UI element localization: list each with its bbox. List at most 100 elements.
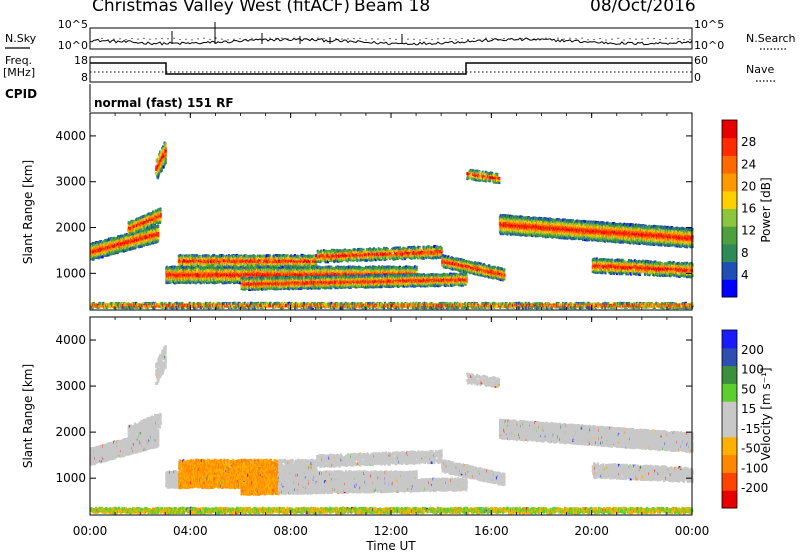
power-cell	[98, 245, 101, 249]
power-cell	[163, 163, 166, 167]
nsearch-point	[425, 37, 427, 40]
power-cell	[154, 222, 156, 226]
power-cell	[164, 154, 167, 158]
noise-panel-frame	[89, 27, 693, 50]
nsearch-label: N.Search	[746, 32, 796, 45]
power-cell	[164, 161, 167, 165]
station-title: Christmas Valley West (fitACF)	[92, 0, 350, 16]
nsearch-point	[605, 39, 607, 41]
nsearch-point	[395, 38, 397, 40]
power-cell	[138, 226, 141, 230]
power-cell	[148, 225, 151, 229]
nsearch-point	[449, 38, 451, 40]
nsearch-point	[503, 38, 505, 40]
nsearch-point	[455, 39, 457, 41]
nsearch-point	[317, 37, 319, 39]
nsearch-point	[365, 39, 367, 41]
nsearch-point	[287, 38, 289, 40]
nsearch-point	[671, 37, 673, 40]
nsearch-point	[677, 38, 679, 40]
nsearch-point	[209, 38, 211, 41]
power-cell	[158, 215, 161, 219]
nsearch-point	[215, 37, 217, 39]
power-cell	[209, 266, 212, 270]
nsearch-point	[509, 38, 511, 40]
nsearch-point	[161, 37, 163, 39]
power-cell	[160, 169, 163, 173]
nsearch-point	[323, 37, 325, 40]
nsearch-point	[599, 37, 601, 40]
power-cell	[159, 155, 161, 159]
nsearch-point	[527, 38, 529, 40]
nsearch-point	[467, 39, 469, 41]
nsearch-point	[389, 38, 391, 40]
nsearch-point	[125, 38, 127, 41]
nsearch-point	[167, 38, 169, 40]
nsearch-point	[443, 37, 445, 40]
power-cell	[131, 223, 133, 227]
noise-tick-left-top: 10^5	[58, 18, 88, 31]
cpid-value: normal (fast) 151 RF	[94, 96, 234, 110]
nsearch-point	[635, 38, 637, 40]
power-cell	[157, 175, 160, 179]
power-cell	[191, 274, 194, 278]
nsearch-point	[299, 38, 301, 40]
beam-title: Beam 18	[354, 0, 430, 16]
power-cell	[157, 225, 160, 228]
nsearch-point	[569, 37, 571, 39]
nsearch-point	[227, 39, 229, 41]
nsearch-point	[623, 39, 625, 41]
power-heatmap	[90, 141, 694, 310]
nsearch-point	[263, 38, 265, 40]
nsky-trace	[89, 37, 693, 46]
power-cell	[154, 220, 156, 224]
power-cell	[161, 145, 164, 149]
power-cell	[132, 223, 135, 227]
power-cell	[128, 229, 130, 233]
power-cell	[212, 278, 215, 282]
nsky-label: N.Sky	[5, 32, 37, 45]
nsearch-point	[665, 37, 667, 39]
power-cell	[157, 233, 160, 237]
power-cell	[194, 281, 197, 285]
noise-tick-left-bottom: 10^0	[58, 39, 88, 52]
power-cell	[150, 223, 153, 227]
nsearch-point	[185, 38, 187, 40]
power-cell	[152, 221, 155, 224]
power-cell	[129, 229, 132, 233]
nsearch-point	[587, 39, 589, 41]
nsearch-point	[383, 39, 385, 41]
nsearch-point	[359, 37, 361, 39]
power-cell	[159, 208, 162, 212]
power-cell	[164, 157, 167, 161]
nsearch-point	[143, 37, 145, 39]
nsearch-point	[347, 38, 349, 40]
nsearch-point	[575, 38, 577, 40]
nsearch-point	[581, 37, 583, 39]
nsearch-point	[473, 37, 475, 39]
power-cell	[162, 165, 165, 169]
nsearch-point	[221, 38, 223, 40]
nsearch-point	[233, 38, 235, 40]
nsearch-point	[173, 37, 175, 39]
power-cell	[203, 280, 206, 284]
nsearch-point	[113, 38, 115, 40]
power-cell	[206, 281, 209, 285]
nsearch-point	[491, 38, 493, 40]
nsearch-point	[191, 39, 193, 41]
power-cell	[159, 210, 162, 214]
nsearch-point	[305, 38, 307, 40]
noise-tick-right-bottom: 10^0	[694, 39, 724, 52]
power-cell	[164, 142, 167, 146]
nsearch-point	[557, 37, 559, 39]
nsearch-point	[377, 38, 379, 40]
freq-panel-frame	[89, 56, 693, 83]
power-cell	[162, 155, 165, 159]
power-cell	[155, 165, 158, 169]
nsearch-point	[683, 39, 685, 41]
freq-label-line1: Freq.	[5, 54, 32, 67]
nsearch-point	[89, 37, 91, 40]
power-cell	[101, 255, 104, 259]
nsearch-point	[257, 38, 259, 41]
power-cell	[130, 232, 133, 236]
